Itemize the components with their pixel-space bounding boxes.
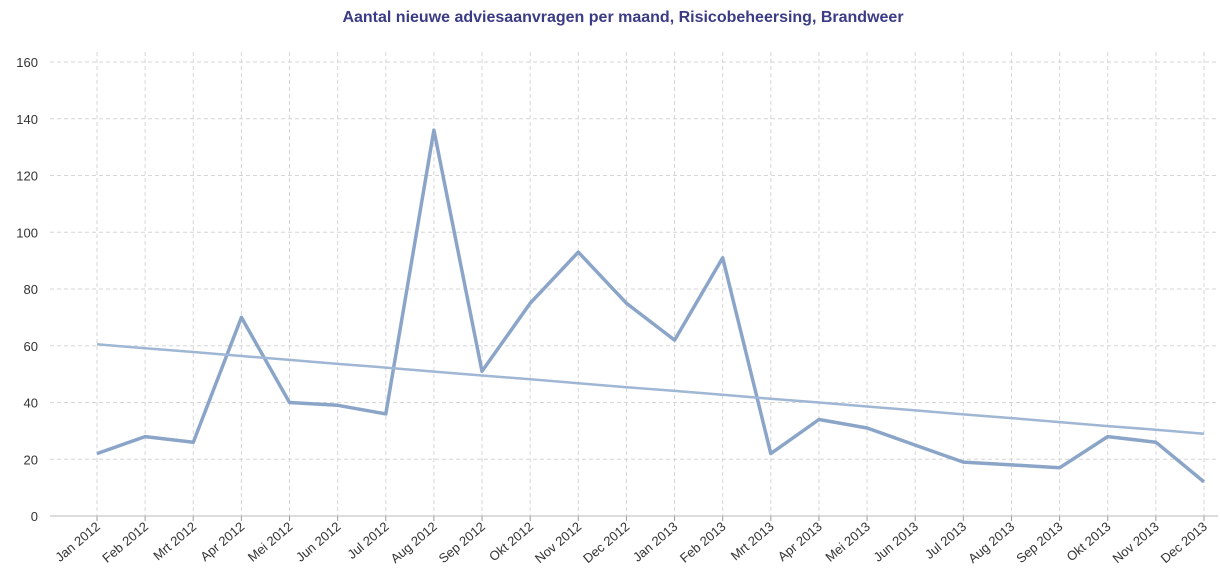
y-tick-label: 160 bbox=[16, 55, 38, 70]
x-tick-label: Feb 2012 bbox=[99, 519, 151, 566]
x-tick-label: Jul 2013 bbox=[922, 519, 969, 562]
x-tick-label: Mrt 2012 bbox=[150, 519, 199, 563]
y-tick-label: 0 bbox=[31, 509, 38, 524]
x-tick-label: Sep 2012 bbox=[436, 519, 488, 566]
x-tick-label: Dec 2012 bbox=[580, 519, 632, 566]
x-tick-label: Mei 2013 bbox=[822, 519, 873, 565]
x-tick-label: Aug 2013 bbox=[965, 519, 1017, 566]
x-tick-label: Mrt 2013 bbox=[728, 519, 777, 563]
trend-line bbox=[96, 343, 1205, 435]
y-tick-label: 40 bbox=[24, 396, 38, 411]
x-tick-label: Nov 2013 bbox=[1110, 519, 1162, 566]
x-tick-label: Apr 2013 bbox=[775, 519, 825, 564]
x-tick-label: Feb 2013 bbox=[677, 519, 729, 566]
x-tick-label: Aug 2012 bbox=[388, 519, 440, 566]
x-tick-label: Jul 2012 bbox=[344, 519, 391, 562]
x-tick-label: Okt 2012 bbox=[486, 519, 536, 564]
x-tick-label: Dec 2013 bbox=[1158, 519, 1210, 566]
x-tick-label: Okt 2013 bbox=[1064, 519, 1114, 564]
y-tick-label: 60 bbox=[24, 339, 38, 354]
y-tick-label: 20 bbox=[24, 452, 38, 467]
y-tick-label: 140 bbox=[16, 112, 38, 127]
x-tick-label: Jan 2013 bbox=[630, 519, 681, 565]
x-tick-label: Apr 2012 bbox=[197, 519, 247, 564]
x-tick-label: Sep 2013 bbox=[1013, 519, 1065, 566]
y-tick-label: 80 bbox=[24, 282, 38, 297]
y-tick-label: 100 bbox=[16, 225, 38, 240]
y-tick-label: 120 bbox=[16, 169, 38, 184]
x-tick-label: Nov 2012 bbox=[532, 519, 584, 566]
x-tick-label: Jun 2013 bbox=[871, 519, 922, 565]
x-tick-label: Jan 2012 bbox=[52, 519, 103, 565]
chart-title: Aantal nieuwe adviesaanvragen per maand,… bbox=[342, 9, 903, 26]
data-line bbox=[96, 128, 1206, 484]
x-tick-label: Jun 2012 bbox=[293, 519, 344, 565]
x-tick-label: Mei 2012 bbox=[245, 519, 296, 565]
